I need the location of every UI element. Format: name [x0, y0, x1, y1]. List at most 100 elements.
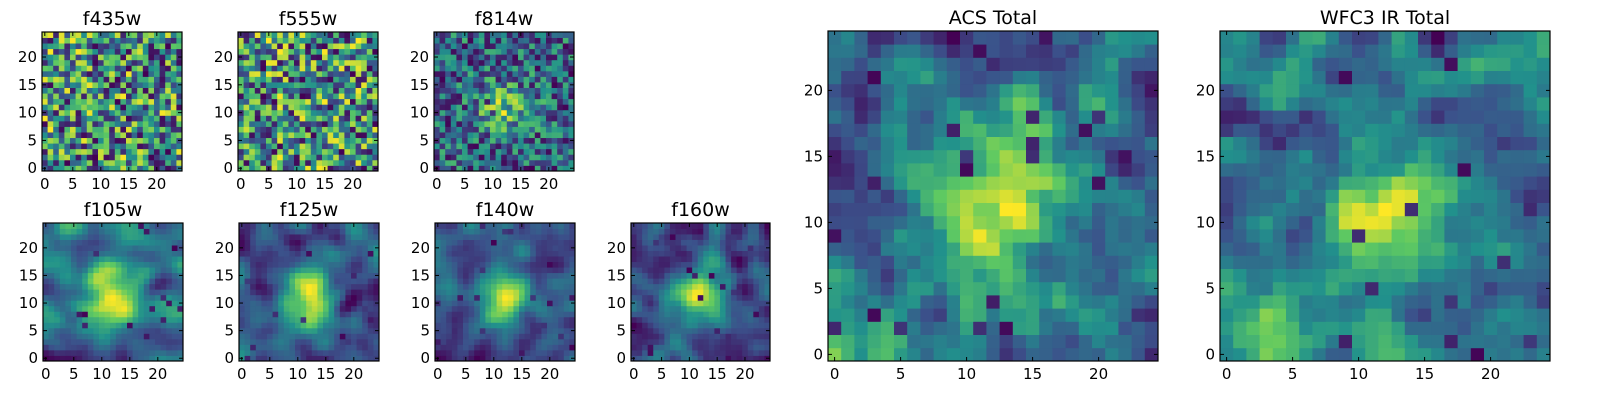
- heatmap-cell: [339, 272, 346, 279]
- heatmap-cell: [518, 82, 524, 88]
- heatmap-cell: [121, 261, 128, 268]
- heatmap-cell: [736, 278, 743, 285]
- heatmap-cell: [506, 32, 513, 38]
- heatmap-cell: [367, 294, 374, 301]
- heatmap-cell: [160, 311, 167, 318]
- heatmap-cell: [725, 300, 732, 307]
- heatmap-cell: [92, 32, 99, 38]
- heatmap-cell: [946, 308, 961, 322]
- heatmap-cell: [82, 344, 89, 351]
- heatmap-cell: [261, 245, 268, 251]
- heatmap-cell: [479, 316, 486, 323]
- heatmap-cell: [507, 333, 514, 340]
- heatmap-cell: [48, 344, 55, 351]
- heatmap-cell: [59, 327, 66, 334]
- heatmap-cell: [53, 48, 60, 55]
- heatmap-cell: [103, 54, 110, 61]
- heatmap-cell: [372, 104, 379, 111]
- heatmap-cell: [75, 126, 82, 133]
- heatmap-cell: [558, 349, 565, 356]
- heatmap-cell: [305, 32, 312, 38]
- heatmap-cell: [523, 132, 530, 139]
- heatmap-cell: [311, 349, 318, 356]
- heatmap-cell: [171, 228, 178, 235]
- heatmap-cell: [854, 242, 868, 256]
- heatmap-cell: [238, 87, 244, 94]
- heatmap-cell: [714, 234, 721, 240]
- heatmap-cell: [260, 126, 267, 133]
- heatmap-cell: [271, 165, 278, 172]
- heatmap-cell: [282, 48, 289, 55]
- heatmap-cell: [513, 283, 520, 290]
- heatmap-cell: [719, 327, 726, 334]
- heatmap-cell: [653, 239, 660, 246]
- heatmap-cell: [546, 48, 552, 55]
- heatmap-cell: [562, 126, 569, 133]
- heatmap-cell: [495, 48, 502, 55]
- heatmap-cell: [334, 239, 341, 246]
- heatmap-cell: [170, 93, 177, 100]
- heatmap-cell: [973, 321, 987, 335]
- heatmap-cell: [986, 215, 1000, 230]
- heatmap-cell: [692, 327, 699, 334]
- heatmap-cell: [295, 322, 301, 329]
- heatmap-cell: [495, 59, 502, 66]
- heatmap-cell: [149, 278, 156, 285]
- heatmap-cell: [260, 104, 267, 111]
- heatmap-cell: [569, 305, 576, 312]
- heatmap-cell: [658, 316, 665, 323]
- heatmap-cell: [558, 228, 565, 235]
- heatmap-cell: [58, 87, 65, 94]
- heatmap-cell: [636, 278, 643, 285]
- heatmap-cell: [446, 234, 453, 240]
- heatmap-cell: [148, 59, 155, 66]
- heatmap-cell: [338, 109, 345, 116]
- heatmap-cell: [137, 132, 144, 139]
- heatmap-cell: [664, 267, 671, 274]
- heatmap-cell: [366, 65, 373, 72]
- heatmap-cell: [306, 272, 313, 279]
- heatmap-cell: [356, 349, 363, 356]
- heatmap-cell: [867, 321, 882, 335]
- heatmap-cell: [328, 311, 335, 318]
- heatmap-cell: [76, 234, 83, 240]
- heatmap-cell: [47, 48, 54, 55]
- heatmap-cell: [87, 234, 94, 240]
- heatmap-cell: [653, 316, 660, 323]
- heatmap-cell: [1065, 308, 1080, 322]
- heatmap-cell: [120, 98, 127, 105]
- heatmap-cell: [457, 300, 464, 307]
- heatmap-cell: [854, 295, 868, 309]
- plot-frame: [238, 222, 380, 362]
- heatmap-cell: [692, 322, 699, 329]
- heatmap-cell: [758, 239, 765, 246]
- heatmap-cell: [278, 289, 285, 296]
- heatmap-cell: [529, 115, 536, 122]
- heatmap-cell: [306, 256, 313, 263]
- heatmap-cell: [501, 120, 508, 127]
- heatmap-cell: [547, 344, 553, 351]
- heatmap-cell: [361, 143, 368, 150]
- heatmap-cell: [114, 159, 121, 166]
- heatmap-cell: [282, 132, 289, 139]
- heatmap-cell: [260, 132, 267, 139]
- heatmap-cell: [366, 48, 373, 55]
- heatmap-cell: [474, 256, 481, 263]
- heatmap-cell: [513, 261, 520, 268]
- heatmap-cell: [647, 234, 654, 240]
- heatmap-cell: [462, 54, 468, 61]
- heatmap-cell: [719, 228, 726, 235]
- heatmap-cell: [48, 228, 55, 235]
- heatmap-cell: [328, 223, 335, 229]
- heatmap-cell: [697, 267, 704, 274]
- heatmap-cell: [81, 93, 88, 100]
- heatmap-cell: [92, 98, 99, 105]
- heatmap-cell: [121, 322, 128, 329]
- heatmap-cell: [58, 159, 65, 166]
- heatmap-cell: [681, 278, 687, 285]
- heatmap-cell: [534, 159, 541, 166]
- heatmap-cell: [669, 283, 676, 290]
- heatmap-cell: [266, 48, 272, 55]
- heatmap-cell: [725, 256, 732, 263]
- heatmap-cell: [446, 333, 453, 340]
